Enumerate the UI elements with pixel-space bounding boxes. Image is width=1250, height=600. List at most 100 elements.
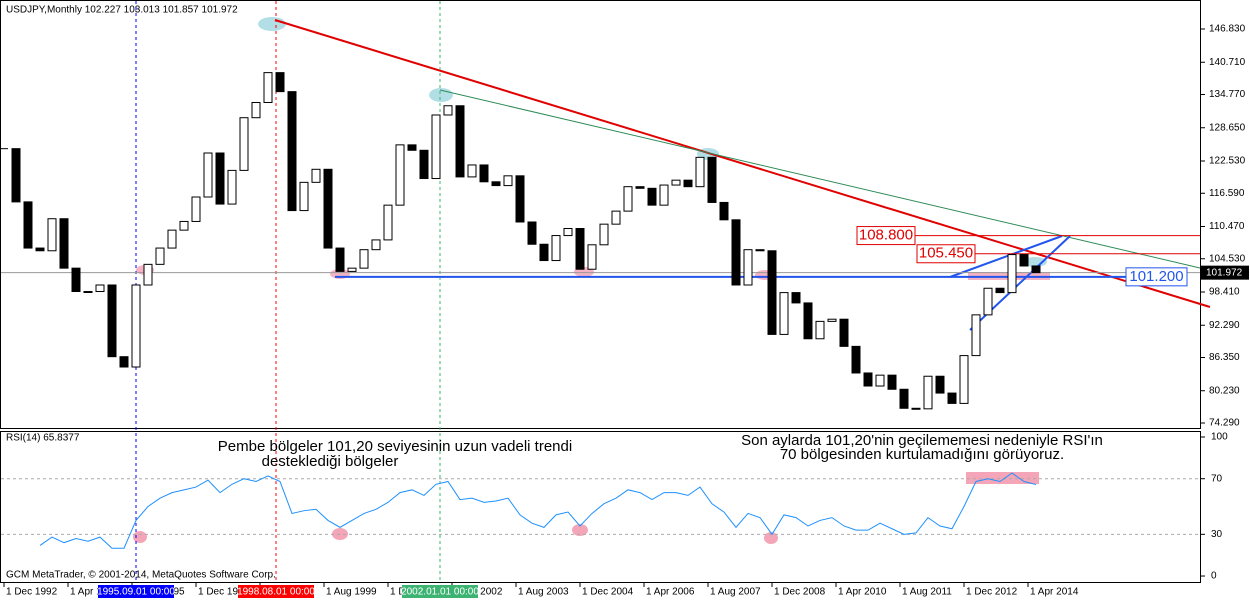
chart-title: USDJPY,Monthly 102.227 103.013 101.857 1… (6, 5, 238, 16)
plot (0, 1, 1200, 583)
x-tick-label: 1 Aug 2011 (902, 587, 952, 598)
candle (119, 356, 129, 368)
level-box (916, 244, 976, 264)
level-box (856, 226, 916, 246)
candle (479, 164, 489, 183)
x-tick-label: 1 Dec 2008 (774, 587, 826, 598)
candle (935, 375, 945, 394)
candle (743, 249, 753, 286)
x-tick-label: 1 Dec 1992 (6, 587, 58, 598)
candle (647, 187, 657, 206)
candle (491, 181, 501, 187)
candle (995, 287, 1005, 294)
candle (779, 292, 789, 335)
candle (131, 284, 141, 368)
candle (59, 218, 69, 269)
candle (563, 228, 573, 237)
candle (851, 345, 861, 374)
candle (671, 179, 681, 186)
candle (875, 374, 885, 387)
candle (959, 355, 969, 404)
rsi-title: RSI(14) 65.8377 (6, 433, 80, 444)
y-tick-label: 134.770 (1209, 89, 1246, 100)
y-tick-label: 116.590 (1209, 188, 1245, 199)
rsi-blob (966, 472, 1039, 484)
candle (83, 291, 93, 294)
y-tick-label: 92.290 (1209, 320, 1240, 331)
candle (899, 388, 909, 409)
candle (971, 314, 981, 357)
candle (215, 152, 225, 205)
candle (143, 263, 153, 286)
y-tick-label: 146.830 (1209, 24, 1246, 35)
price-panel (0, 0, 1201, 429)
candle (251, 101, 261, 119)
annotation: desteklediği bölgeler (262, 453, 399, 470)
x-tick-label: 1 Dec 2012 (966, 587, 1018, 598)
candle (323, 168, 333, 249)
candle (203, 152, 213, 198)
current-price-label: 101.972 (1206, 267, 1243, 278)
x-tick-label: 1 Aug 1999 (326, 587, 377, 598)
candle (635, 186, 645, 189)
candle (419, 149, 429, 180)
candle (527, 221, 537, 245)
candle (155, 247, 165, 265)
candle (455, 105, 465, 178)
candle (755, 249, 765, 252)
y-tick-label: 140.710 (1209, 57, 1246, 68)
level-box (1125, 267, 1188, 287)
candle (383, 204, 393, 241)
candle (815, 320, 825, 340)
candle (95, 284, 105, 293)
rsi-y-tick-label: 0 (1211, 571, 1217, 582)
candle (911, 407, 921, 410)
rsi-blob (133, 531, 147, 543)
current-price-box (1201, 265, 1249, 280)
trend-line (274, 19, 1211, 308)
candle (311, 168, 321, 183)
candle (839, 318, 849, 347)
candle (395, 144, 405, 206)
candle (539, 243, 549, 262)
candle (767, 250, 777, 335)
candle (263, 72, 273, 103)
rsi-y-tick-label: 30 (1211, 529, 1223, 540)
x-tick-label: 1 Aug 2003 (518, 587, 569, 598)
candle (503, 175, 513, 187)
level-label: 101.200 (1129, 268, 1183, 285)
candle (239, 117, 249, 171)
time-marker-label: 1998.08.01 00:00 (237, 587, 315, 598)
rsi-blob (764, 532, 778, 544)
candle (923, 375, 933, 410)
x-tick-label: 1 Dec 1996 (198, 587, 250, 598)
candle (731, 219, 741, 286)
candle (167, 229, 177, 249)
candle (707, 156, 717, 203)
candle (827, 318, 837, 322)
candle (407, 144, 417, 151)
rsi-blob (572, 524, 588, 536)
y-tick-label: 122.530 (1209, 156, 1246, 167)
candle (983, 287, 993, 316)
y-tick-label: 86.350 (1209, 352, 1240, 363)
y-tick-label: 74.290 (1209, 418, 1240, 429)
x-tick-label: 1 Apr 2014 (1030, 587, 1079, 598)
candle (23, 201, 33, 249)
candle (887, 374, 897, 390)
candle (35, 247, 45, 252)
highlight-blob (258, 17, 286, 31)
x-tick-label: 1 Apr 2002 (454, 587, 503, 598)
y-tick-label: 98.410 (1209, 287, 1240, 298)
time-marker-label: 1995.09.01 00:00 (97, 587, 175, 598)
x-tick-label: 1 Apr 2010 (838, 587, 887, 598)
time-marker-label: 2002.01.01 00:00 (401, 587, 479, 598)
candle (587, 244, 597, 270)
rsi-y-tick-label: 100 (1211, 432, 1228, 443)
candle (575, 228, 585, 270)
candle (287, 91, 297, 212)
candle (515, 175, 525, 223)
candle (107, 284, 117, 358)
